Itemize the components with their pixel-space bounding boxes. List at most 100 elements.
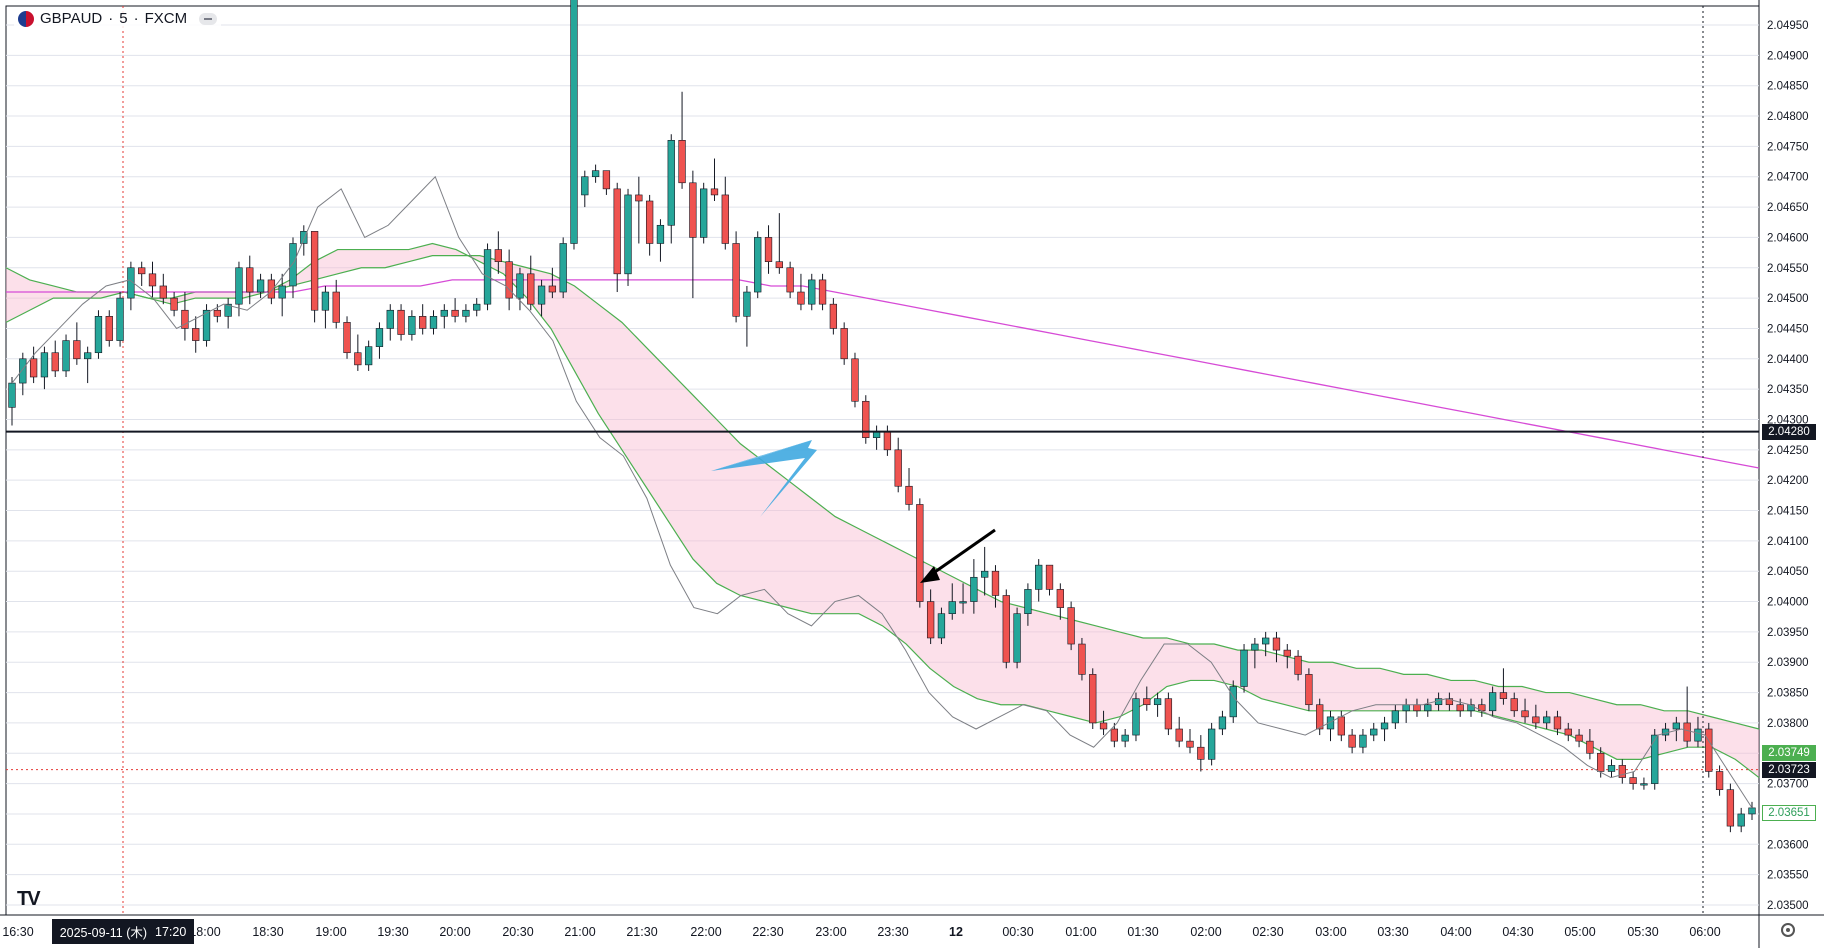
candle-body	[721, 194, 729, 244]
candle-body	[808, 279, 816, 305]
annotation-arrow-black-head	[920, 566, 940, 583]
y-tick-label: 2.03950	[1767, 627, 1809, 639]
candle-body	[1737, 813, 1745, 827]
x-tick-label: 20:00	[439, 925, 470, 939]
x-tick-label: 16:30	[2, 925, 33, 939]
candle-body	[981, 570, 989, 578]
candle-body	[829, 303, 838, 329]
candle-body	[656, 224, 665, 244]
candle-body	[1629, 777, 1637, 784]
x-tick-label: 23:30	[877, 925, 908, 939]
ma-long-line	[6, 279, 1760, 469]
candle-body	[343, 322, 351, 354]
x-tick-label: 05:30	[1627, 925, 1658, 939]
candle-body	[429, 316, 438, 329]
y-tick-label: 2.03700	[1767, 779, 1809, 791]
candle-body	[851, 358, 859, 402]
x-tick-label: 18:00	[189, 925, 220, 939]
x-tick-label: 02:00	[1190, 925, 1221, 939]
candle-body	[94, 316, 103, 354]
y-tick-label: 2.04600	[1767, 232, 1809, 244]
candle-body	[397, 309, 405, 335]
y-tick-label: 2.04250	[1767, 445, 1809, 457]
y-tick-label: 2.04550	[1767, 263, 1809, 275]
candle-body	[84, 352, 92, 360]
annotation-arrow-black	[931, 528, 996, 576]
candle-body	[105, 316, 113, 341]
timeframe-label: 5	[119, 10, 128, 27]
crosshair-price-tag: 2.03723	[1762, 762, 1816, 778]
y-tick-label: 2.04350	[1767, 384, 1809, 396]
x-tick-label: 00:30	[1002, 925, 1033, 939]
candle-body	[1370, 728, 1378, 736]
y-tick-label: 2.04400	[1767, 354, 1809, 366]
candle-body	[1683, 722, 1691, 742]
candle-body	[689, 182, 697, 238]
candle-body	[354, 352, 362, 366]
candle-body	[1694, 728, 1702, 742]
candle-body	[1715, 771, 1724, 790]
candle-body	[613, 188, 621, 275]
candle-body	[937, 613, 946, 639]
candle-body	[635, 194, 643, 202]
candle-body	[1283, 649, 1291, 657]
x-tick-label: 04:30	[1502, 925, 1533, 939]
candle-body	[700, 188, 708, 238]
minus-icon[interactable]	[199, 12, 218, 25]
candle-body	[1153, 698, 1162, 706]
horizontal-line-price-tag: 2.04280	[1762, 424, 1816, 440]
candle-body	[148, 273, 157, 287]
annotation-arrow-blue-highlight	[711, 440, 812, 471]
candle-body	[1521, 710, 1529, 718]
candle-body	[408, 316, 416, 335]
candle-body	[1132, 698, 1140, 736]
candle-body	[170, 297, 178, 311]
x-tick-label: 22:00	[690, 925, 721, 939]
candle-body	[40, 352, 49, 378]
candle-body	[797, 291, 805, 305]
candle-body	[235, 267, 243, 305]
candle-body	[1121, 734, 1129, 742]
x-tick-label: 20:30	[502, 925, 533, 939]
candle-body	[213, 309, 221, 317]
candle-body	[1402, 704, 1410, 712]
tradingview-logo[interactable]: TV	[17, 888, 41, 910]
candle-body	[1337, 716, 1345, 736]
candle-body	[1543, 716, 1551, 724]
candle-body	[1218, 716, 1227, 730]
candle-body	[116, 297, 124, 341]
candle-body	[1013, 613, 1021, 663]
y-tick-label: 2.03800	[1767, 718, 1809, 730]
candle-body	[1607, 765, 1616, 772]
y-tick-label: 2.03850	[1767, 688, 1809, 700]
candle-body	[926, 601, 935, 639]
candle-body	[710, 188, 719, 196]
x-tick-label: 19:30	[377, 925, 408, 939]
candle-body	[1294, 655, 1302, 675]
candle-body	[1089, 674, 1097, 724]
gear-icon[interactable]	[1781, 923, 1795, 937]
candle-body	[505, 261, 513, 299]
candle-body	[332, 291, 340, 323]
x-tick-label: 01:30	[1127, 925, 1158, 939]
candle-body	[862, 400, 870, 438]
candle-body	[321, 291, 330, 311]
x-tick-label: 12	[949, 925, 963, 939]
symbol-header[interactable]: GBPAUD · 5 · FXCM	[14, 8, 222, 29]
candle-body	[1240, 649, 1248, 687]
candle-body	[1197, 746, 1205, 760]
candle-body	[159, 285, 167, 299]
crosshair-time-label: 2025-09-11 (木) 17:20	[52, 919, 194, 944]
y-tick-label: 2.04950	[1767, 20, 1809, 32]
candle-body	[1024, 589, 1032, 614]
candle-body	[278, 285, 286, 299]
y-tick-label: 2.03900	[1767, 657, 1809, 669]
candle-body	[548, 285, 557, 293]
candle-body	[1651, 734, 1659, 784]
y-tick-label: 2.03600	[1767, 839, 1809, 851]
candle-body	[1067, 607, 1075, 645]
candle-body	[1262, 637, 1270, 645]
candle-body	[19, 358, 27, 384]
